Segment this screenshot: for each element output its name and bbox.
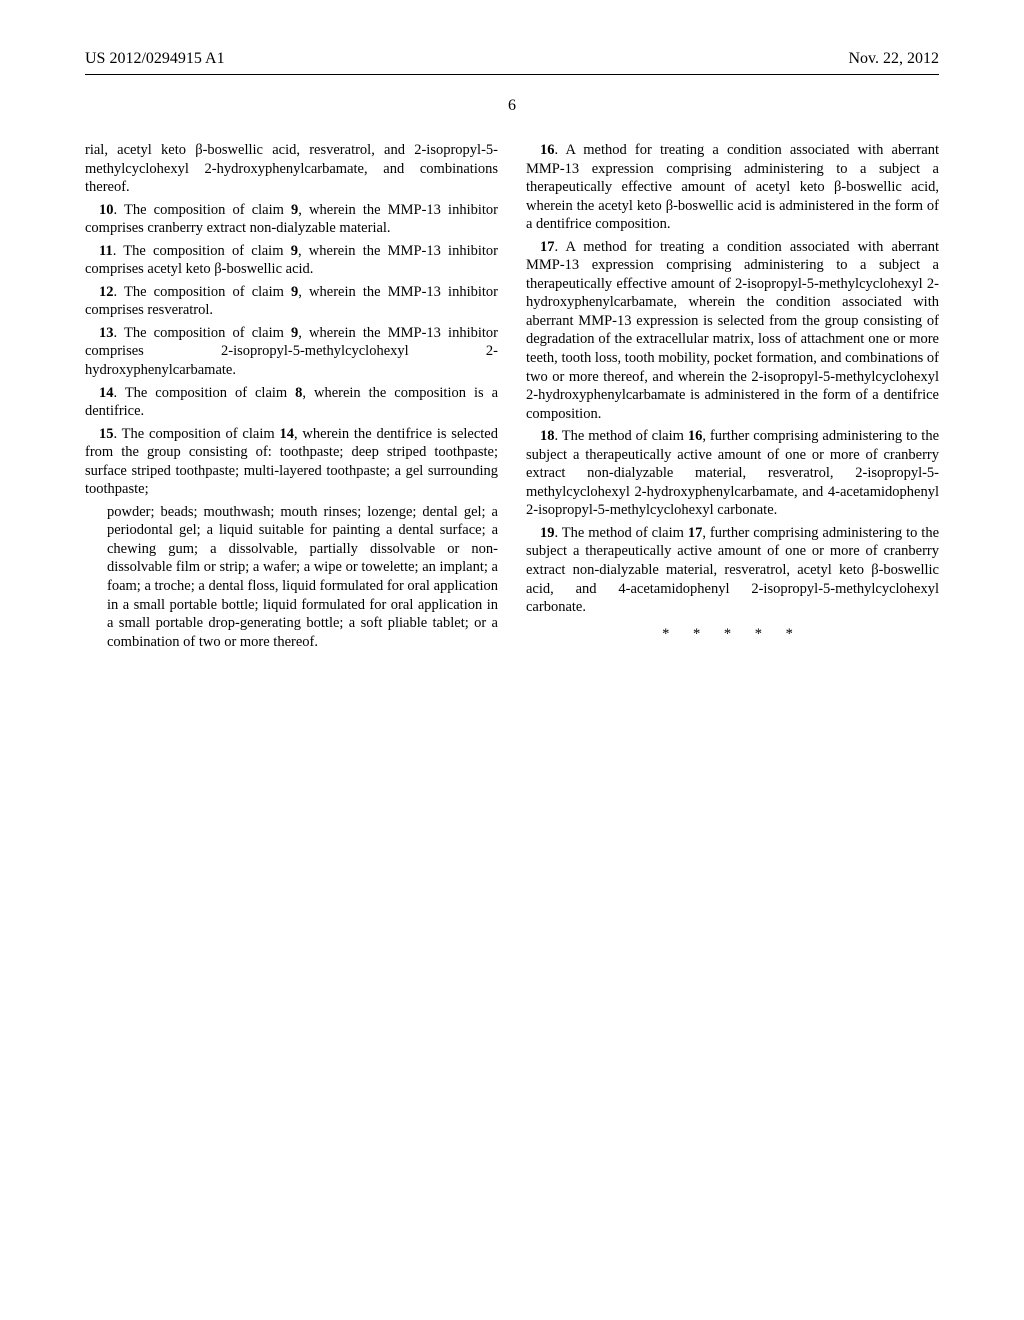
claim-ref: 14 — [279, 426, 294, 442]
publication-date: Nov. 22, 2012 — [848, 50, 939, 68]
claim-text: . The composition of claim — [113, 243, 291, 259]
body-columns: rial, acetyl keto β-boswellic acid, resv… — [85, 141, 939, 656]
header-rule — [85, 74, 939, 75]
claim-number: 10 — [99, 202, 114, 218]
claim-number: 18 — [540, 428, 555, 444]
claim-number: 16 — [540, 142, 555, 158]
claim-9-continuation: rial, acetyl keto β-boswellic acid, resv… — [85, 141, 498, 197]
page-header: US 2012/0294915 A1 Nov. 22, 2012 — [85, 50, 939, 68]
claim-text: . A method for treating a condition asso… — [526, 239, 939, 422]
claim-12: 12. The composition of claim 9, wherein … — [85, 283, 498, 320]
claim-number: 12 — [99, 284, 114, 300]
claim-17: 17. A method for treating a condition as… — [526, 238, 939, 423]
page-number: 6 — [85, 97, 939, 115]
claim-10: 10. The composition of claim 9, wherein … — [85, 201, 498, 238]
claim-15: 15. The composition of claim 14, wherein… — [85, 425, 498, 499]
claim-number: 19 — [540, 525, 555, 541]
claim-15-sublist: powder; beads; mouthwash; mouth rinses; … — [85, 503, 498, 651]
claim-11: 11. The composition of claim 9, wherein … — [85, 242, 498, 279]
claim-13: 13. The composition of claim 9, wherein … — [85, 324, 498, 380]
claim-text: . The method of claim — [555, 428, 688, 444]
claim-text: . The composition of claim — [114, 325, 292, 341]
publication-number: US 2012/0294915 A1 — [85, 50, 225, 68]
end-marker: * * * * * — [526, 625, 939, 644]
claim-ref: 17 — [688, 525, 703, 541]
claim-14: 14. The composition of claim 8, wherein … — [85, 384, 498, 421]
claim-text: . A method for treating a condition asso… — [526, 142, 939, 232]
claim-number: 14 — [99, 385, 114, 401]
claim-text: . The composition of claim — [114, 385, 296, 401]
claim-18: 18. The method of claim 16, further comp… — [526, 427, 939, 520]
claim-16: 16. A method for treating a condition as… — [526, 141, 939, 234]
claim-ref: 9 — [291, 243, 298, 259]
claim-number: 17 — [540, 239, 555, 255]
claim-ref: 16 — [688, 428, 703, 444]
claim-number: 15 — [99, 426, 114, 442]
claim-text: . The composition of claim — [114, 426, 280, 442]
claim-text: . The composition of claim — [114, 284, 292, 300]
claim-19: 19. The method of claim 17, further comp… — [526, 524, 939, 617]
patent-page: US 2012/0294915 A1 Nov. 22, 2012 6 rial,… — [0, 0, 1024, 1320]
claim-text: . The composition of claim — [114, 202, 292, 218]
claim-text: . The method of claim — [555, 525, 688, 541]
claim-number: 11 — [99, 243, 113, 259]
claim-number: 13 — [99, 325, 114, 341]
